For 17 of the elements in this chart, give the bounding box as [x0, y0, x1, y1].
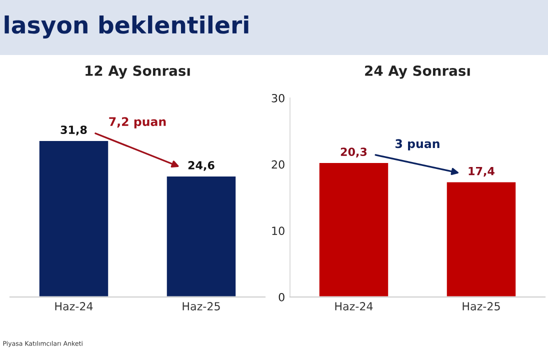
- y-tick-label: 0: [278, 292, 284, 302]
- data-label: 20,3: [340, 148, 367, 158]
- y-tick-label: 10: [272, 226, 284, 236]
- chart-title: 12 Ay Sonrası: [86, 65, 190, 79]
- data-label: 24,6: [188, 161, 214, 171]
- y-tick-label: 30: [272, 94, 284, 102]
- text: lasyon beklentileri: [4, 15, 248, 39]
- x-tick-label: Haz-25: [462, 302, 500, 310]
- annotation: 3 puan: [396, 139, 440, 150]
- x-tick-label: Haz-25: [182, 302, 220, 310]
- chart-title: 24 Ay Sonrası: [365, 65, 470, 79]
- y-tick-label: 20: [272, 160, 284, 169]
- data-label: 17,4: [468, 167, 494, 177]
- x-tick-label: Haz-24: [55, 302, 93, 310]
- text: 7,2 puan: [109, 117, 166, 128]
- x-tick-label: Haz-24: [335, 302, 373, 310]
- data-label: 31,8: [60, 126, 87, 136]
